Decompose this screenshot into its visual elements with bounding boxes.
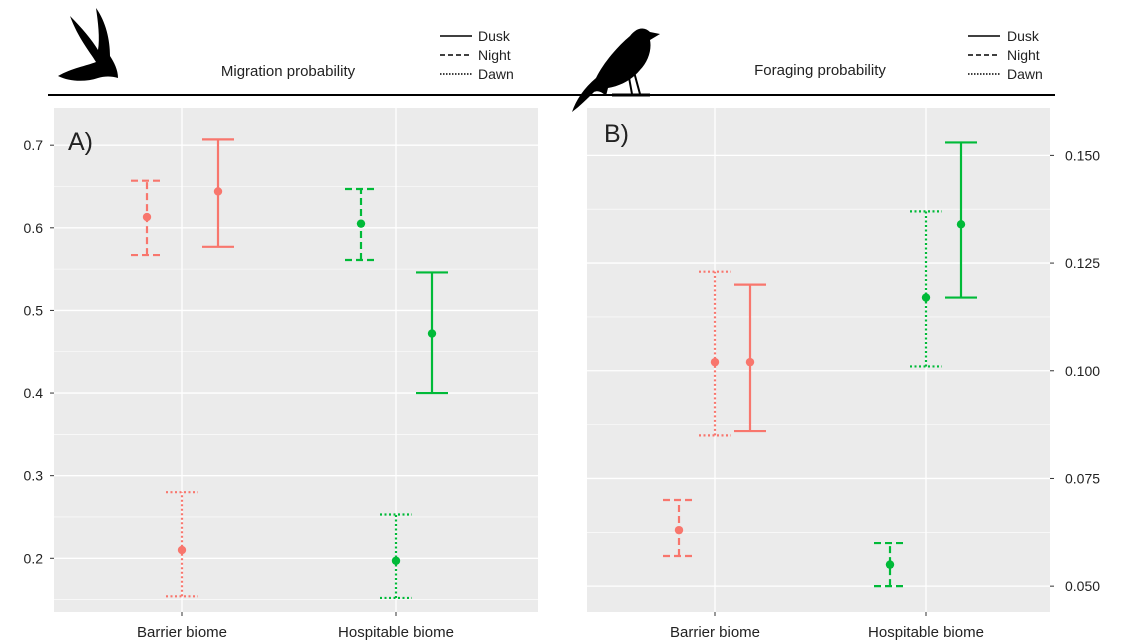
panel-a-title: Migration probability bbox=[221, 63, 356, 80]
legend-b: Dusk Night Dawn bbox=[968, 28, 1043, 82]
legend-b-night-label: Night bbox=[1007, 47, 1040, 63]
y-tick-label: 0.050 bbox=[1065, 578, 1100, 594]
panel-b-marks bbox=[663, 141, 977, 588]
panel-b-axes: 0.050 0.075 0.100 0.125 0.150 Barrier biome Ho… bbox=[670, 147, 1100, 641]
legend-b-dusk-label: Dusk bbox=[1007, 28, 1040, 44]
panel-b-label: B) bbox=[604, 120, 629, 148]
data-point-night bbox=[356, 219, 366, 228]
y-tick-label: 0.150 bbox=[1065, 147, 1100, 163]
y-tick-label: 0.2 bbox=[24, 550, 44, 566]
panel-b-background bbox=[587, 108, 1050, 612]
y-tick-label: 0.075 bbox=[1065, 470, 1100, 486]
y-tick-label: 0.6 bbox=[24, 220, 44, 236]
panel-a-axes: 0.2 0.3 0.4 0.5 0.6 0.7 Barrier biome Hospitabl… bbox=[24, 137, 454, 641]
panel-a-background bbox=[54, 108, 538, 612]
x-tick-label: Barrier biome bbox=[137, 624, 227, 641]
y-tick-label: 0.125 bbox=[1065, 255, 1100, 271]
legend-a-dawn-label: Dawn bbox=[478, 66, 514, 82]
data-point-dusk bbox=[427, 329, 437, 338]
panel-a-label: A) bbox=[68, 128, 93, 156]
bird-flying-icon bbox=[58, 8, 118, 81]
data-point-dawn bbox=[921, 293, 931, 302]
data-point-night bbox=[142, 212, 152, 222]
panel-a-marks bbox=[131, 138, 448, 600]
data-point-night bbox=[674, 525, 684, 535]
y-tick-label: 0.7 bbox=[24, 137, 44, 153]
y-tick-label: 0.3 bbox=[24, 468, 44, 484]
y-tick-label: 0.5 bbox=[24, 302, 44, 318]
x-tick-label: Hospitable biome bbox=[338, 624, 454, 641]
legend-a: Dusk Night Dawn bbox=[440, 28, 514, 82]
data-point-dawn bbox=[177, 545, 187, 555]
y-tick-label: 0.100 bbox=[1065, 363, 1100, 379]
data-point-dusk bbox=[956, 220, 966, 229]
x-tick-label: Barrier biome bbox=[670, 624, 760, 641]
data-point-night bbox=[885, 560, 895, 569]
legend-a-night-label: Night bbox=[478, 47, 511, 63]
x-tick-label: Hospitable biome bbox=[868, 624, 984, 641]
data-point-dusk bbox=[213, 187, 223, 196]
panel-b-title: Foraging probability bbox=[754, 62, 886, 79]
data-point-dawn bbox=[391, 556, 401, 565]
data-point-dawn bbox=[710, 357, 720, 367]
legend-a-dusk-label: Dusk bbox=[478, 28, 511, 44]
y-tick-label: 0.4 bbox=[24, 385, 44, 401]
data-point-dusk bbox=[745, 357, 755, 367]
legend-b-dawn-label: Dawn bbox=[1007, 66, 1043, 82]
bird-perched-icon bbox=[572, 28, 660, 112]
